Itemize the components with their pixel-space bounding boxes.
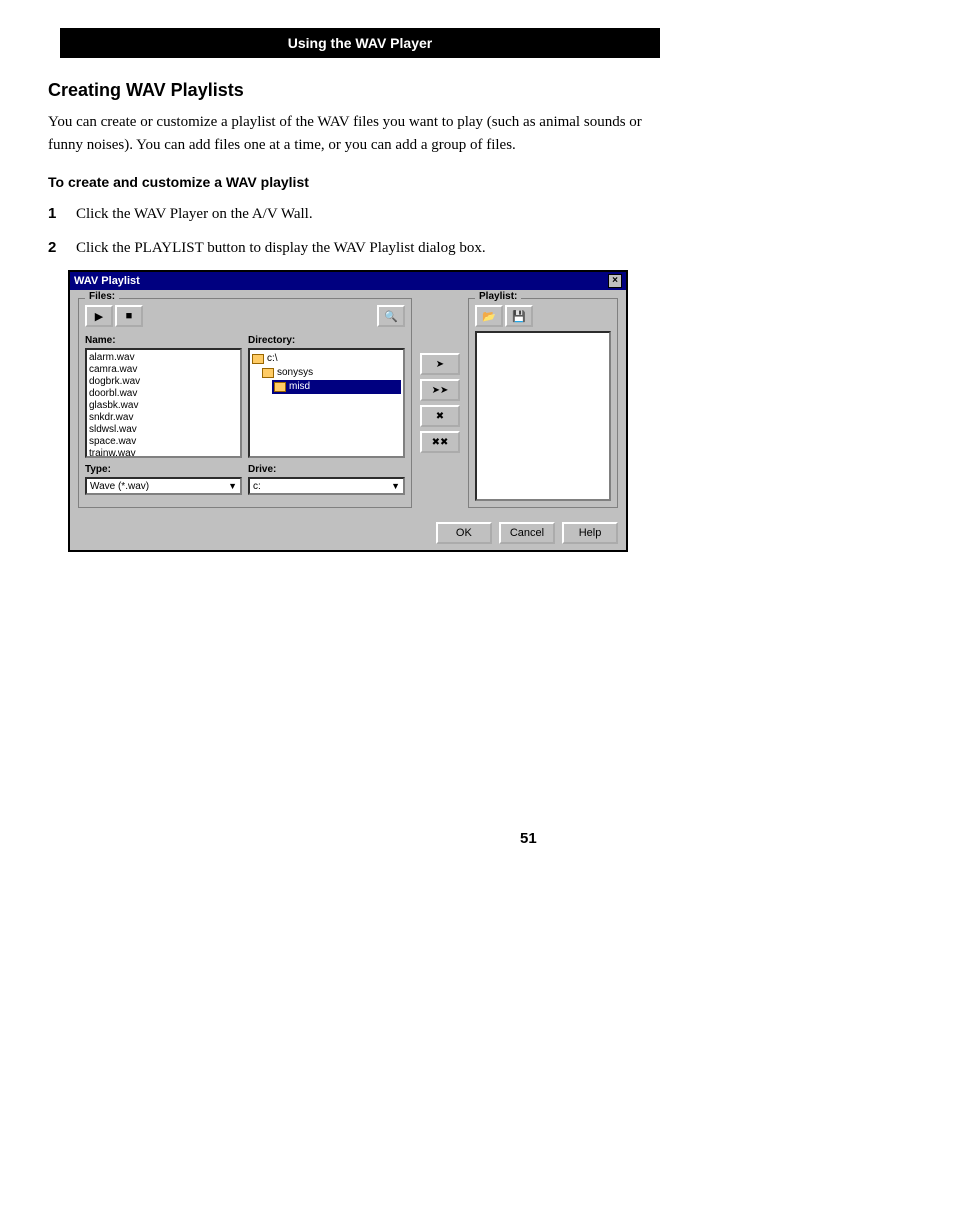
playlist-listbox[interactable] [475,331,611,501]
cancel-button[interactable]: Cancel [499,522,555,544]
list-item[interactable]: glasbk.wav [89,400,238,412]
move-buttons: ➤ ➤➤ ✖ ✖✖ [420,353,460,453]
section-title: Creating WAV Playlists [48,80,688,101]
drive-label: Drive: [248,464,405,475]
folder-item[interactable]: c:\ [252,352,401,366]
step-item: Click the PLAYLIST button to display the… [48,236,688,260]
list-item[interactable]: doorbl.wav [89,388,238,400]
playlist-group-label: Playlist: [475,291,521,302]
wav-playlist-dialog: WAV Playlist × Files: ▶ ■ 🔍 [68,270,628,552]
list-item[interactable]: snkdr.wav [89,412,238,424]
files-toolbar: ▶ ■ [85,305,143,327]
toolbar-button[interactable]: ■ [115,305,143,327]
remove-button[interactable]: ✖ [420,405,460,427]
add-button[interactable]: ➤ [420,353,460,375]
directory-label: Directory: [248,335,405,346]
dialog-titlebar: WAV Playlist × [70,272,626,290]
step-list: Click the WAV Player on the A/V Wall. Cl… [48,202,688,260]
dialog-footer: OK Cancel Help [70,516,626,550]
folder-item[interactable]: sonysys [252,366,401,380]
file-listbox[interactable]: alarm.wav camra.wav dogbrk.wav doorbl.wa… [85,348,242,458]
playlist-groupbox: Playlist: 📂 💾 [468,298,618,508]
ok-button[interactable]: OK [436,522,492,544]
folder-icon [252,354,264,364]
folder-icon [262,368,274,378]
list-item[interactable]: sldwsl.wav [89,424,238,436]
list-item[interactable]: space.wav [89,436,238,448]
folder-icon [274,382,286,392]
page-content: Creating WAV Playlists You can create or… [48,80,688,552]
chapter-header: Using the WAV Player [60,28,660,58]
add-all-button[interactable]: ➤➤ [420,379,460,401]
save-icon[interactable]: 💾 [505,305,533,327]
open-icon[interactable]: 📂 [475,305,503,327]
directory-listbox[interactable]: c:\ sonysys misd [248,348,405,458]
dialog-screenshot: WAV Playlist × Files: ▶ ■ 🔍 [68,270,688,552]
list-item[interactable]: camra.wav [89,364,238,376]
search-icon[interactable]: 🔍 [377,305,405,327]
name-label: Name: [85,335,242,346]
list-item[interactable]: trainw.wav [89,448,238,458]
folder-item-selected[interactable]: misd [272,380,401,394]
chevron-down-icon: ▼ [391,481,400,491]
list-item[interactable]: dogbrk.wav [89,376,238,388]
intro-paragraph: You can create or customize a playlist o… [48,111,668,156]
type-value: Wave (*.wav) [90,481,149,492]
page-number: 51 [520,830,537,847]
type-combobox[interactable]: Wave (*.wav) ▼ [85,477,242,495]
remove-all-button[interactable]: ✖✖ [420,431,460,453]
step-item: Click the WAV Player on the A/V Wall. [48,202,688,226]
playlist-toolbar: 📂 💾 [475,305,611,327]
drive-combobox[interactable]: c: ▼ [248,477,405,495]
chapter-title: Using the WAV Player [288,35,432,51]
toolbar-button[interactable]: ▶ [85,305,113,327]
procedure-title: To create and customize a WAV playlist [48,174,688,190]
dialog-title: WAV Playlist [74,275,140,287]
type-label: Type: [85,464,242,475]
list-item[interactable]: alarm.wav [89,352,238,364]
help-button[interactable]: Help [562,522,618,544]
dialog-body: Files: ▶ ■ 🔍 Name: alarm.wav [70,290,626,516]
chevron-down-icon: ▼ [228,481,237,491]
drive-value: c: [253,481,261,492]
files-groupbox: Files: ▶ ■ 🔍 Name: alarm.wav [78,298,412,508]
files-group-label: Files: [85,291,119,302]
close-icon[interactable]: × [608,274,622,288]
